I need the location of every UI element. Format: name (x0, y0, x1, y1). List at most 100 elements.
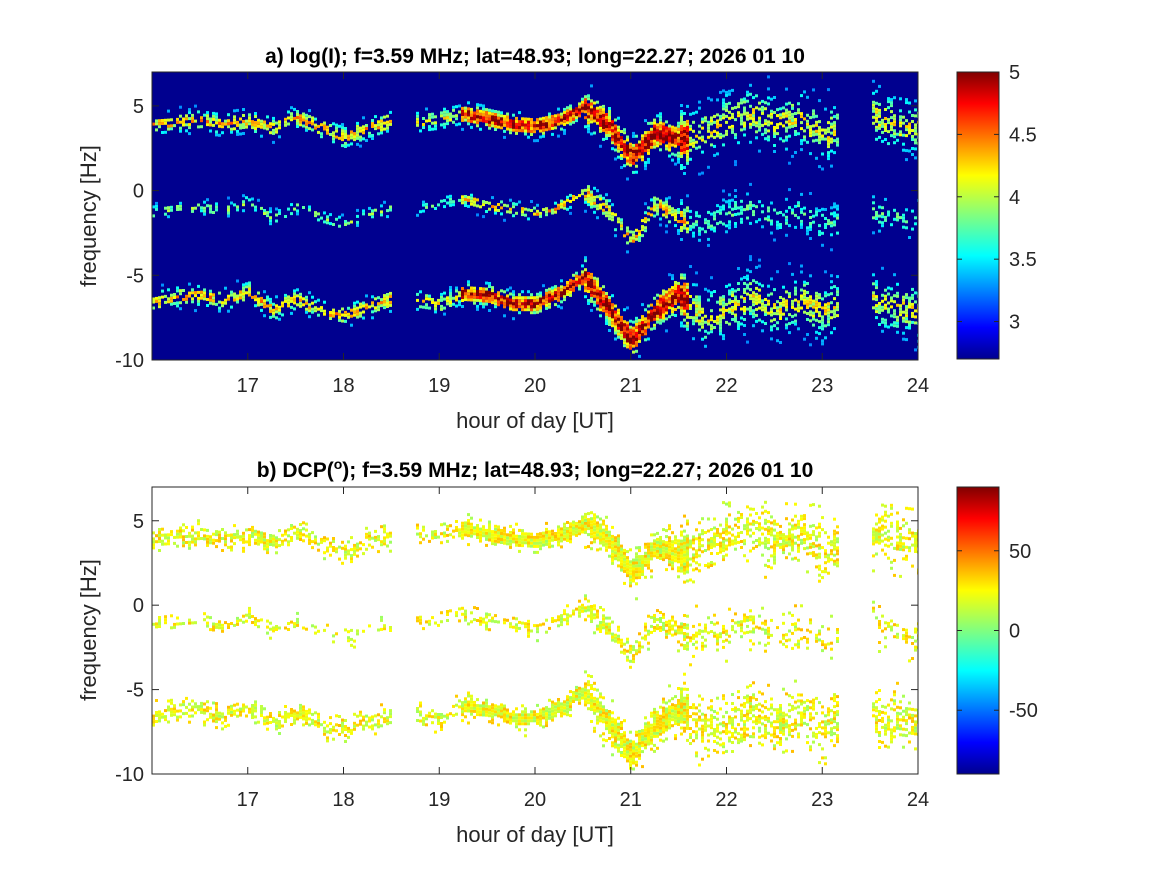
heatmap-cell (809, 225, 812, 228)
heatmap-cell (767, 123, 770, 127)
heatmap-cell (788, 188, 791, 192)
heatmap-cell (200, 209, 203, 213)
heatmap-cell (890, 314, 893, 318)
heatmap-cell (656, 314, 659, 318)
heatmap-cell (704, 230, 707, 234)
heatmap-cell (335, 632, 338, 636)
heatmap-cell (656, 126, 659, 130)
heatmap-cell (812, 314, 815, 318)
heatmap-cell (263, 719, 266, 723)
heatmap-cell (242, 286, 245, 290)
heatmap-cell (278, 538, 281, 542)
heatmap-cell (332, 640, 335, 644)
heatmap-cell (443, 107, 446, 111)
heatmap-cell (896, 294, 899, 298)
heatmap-cell (377, 722, 380, 726)
heatmap-cell (827, 317, 830, 321)
heatmap-cell (212, 541, 215, 545)
heatmap-cell (803, 292, 806, 296)
heatmap-cell (590, 278, 593, 282)
heatmap-cell (527, 716, 530, 720)
heatmap-cell (719, 308, 722, 312)
heatmap-cell (458, 104, 461, 108)
heatmap-cell (590, 111, 593, 115)
heatmap-cell (875, 295, 878, 299)
heatmap-cell (908, 320, 911, 324)
heatmap-cell (734, 118, 737, 122)
heatmap-cell (203, 723, 206, 727)
heatmap-cell (830, 137, 833, 141)
heatmap-cell (734, 136, 737, 140)
heatmap-cell (572, 273, 575, 277)
heatmap-cell (383, 524, 386, 528)
heatmap-cell (614, 124, 617, 128)
heatmap-cell (371, 295, 374, 299)
heatmap-cell (353, 549, 356, 553)
heatmap-cell (737, 300, 740, 303)
heatmap-cell (596, 118, 599, 122)
heatmap-cell (761, 302, 764, 306)
heatmap-cell (599, 526, 602, 530)
heatmap-cell (689, 142, 692, 146)
heatmap-cell (524, 713, 527, 717)
heatmap-cell (707, 243, 710, 247)
heatmap-cell (542, 302, 545, 306)
heatmap-cell (557, 618, 560, 622)
heatmap-cell (668, 205, 671, 209)
heatmap-cell (353, 639, 356, 643)
heatmap-cell (698, 304, 701, 308)
heatmap-cell (620, 324, 623, 328)
heatmap-cell (458, 303, 461, 307)
heatmap-cell (650, 139, 653, 143)
heatmap-cell (623, 149, 626, 153)
heatmap-cell (296, 536, 299, 540)
heatmap-cell (776, 132, 779, 136)
heatmap-cell (470, 522, 473, 526)
heatmap-cell (362, 310, 365, 314)
heatmap-cell (431, 715, 434, 719)
heatmap-cell (464, 201, 467, 204)
heatmap-cell (566, 704, 569, 708)
heatmap-cell (692, 298, 695, 302)
heatmap-cell (431, 530, 434, 534)
heatmap-cell (296, 617, 299, 621)
heatmap-cell (524, 120, 527, 124)
heatmap-cell (767, 138, 770, 142)
heatmap-cell (875, 125, 878, 129)
heatmap-cell (836, 213, 839, 217)
heatmap-cell (284, 626, 287, 630)
heatmap-cell (167, 300, 170, 304)
heatmap-cell (815, 303, 818, 307)
heatmap-cell (653, 326, 656, 330)
heatmap-cell (194, 702, 197, 706)
heatmap-cell (362, 209, 365, 213)
heatmap-cell (719, 90, 722, 94)
heatmap-cell (755, 286, 758, 290)
heatmap-cell (491, 112, 494, 116)
heatmap-cell (662, 207, 665, 211)
heatmap-cell (581, 192, 584, 196)
heatmap-cell (605, 214, 608, 218)
heatmap-cell (440, 725, 443, 728)
heatmap-cell (809, 304, 812, 308)
heatmap-cell (626, 342, 629, 346)
heatmap-cell (674, 129, 677, 133)
heatmap-cell (224, 537, 227, 541)
heatmap-cell (326, 724, 329, 728)
heatmap-cell (323, 628, 326, 632)
heatmap-cell (737, 321, 740, 324)
heatmap-cell (836, 293, 839, 297)
heatmap-cell (665, 203, 668, 207)
heatmap-cell (617, 131, 620, 135)
heatmap-cell (179, 105, 182, 109)
heatmap-cell (389, 531, 392, 535)
heatmap-cell (515, 543, 518, 547)
heatmap-cell (581, 276, 584, 280)
heatmap-cell (770, 231, 773, 235)
heatmap-cell (284, 714, 287, 717)
heatmap-cell (311, 718, 314, 722)
heatmap-cell (614, 157, 617, 161)
heatmap-cell (776, 211, 779, 215)
heatmap-cell (734, 207, 737, 210)
heatmap-cell (716, 98, 719, 102)
